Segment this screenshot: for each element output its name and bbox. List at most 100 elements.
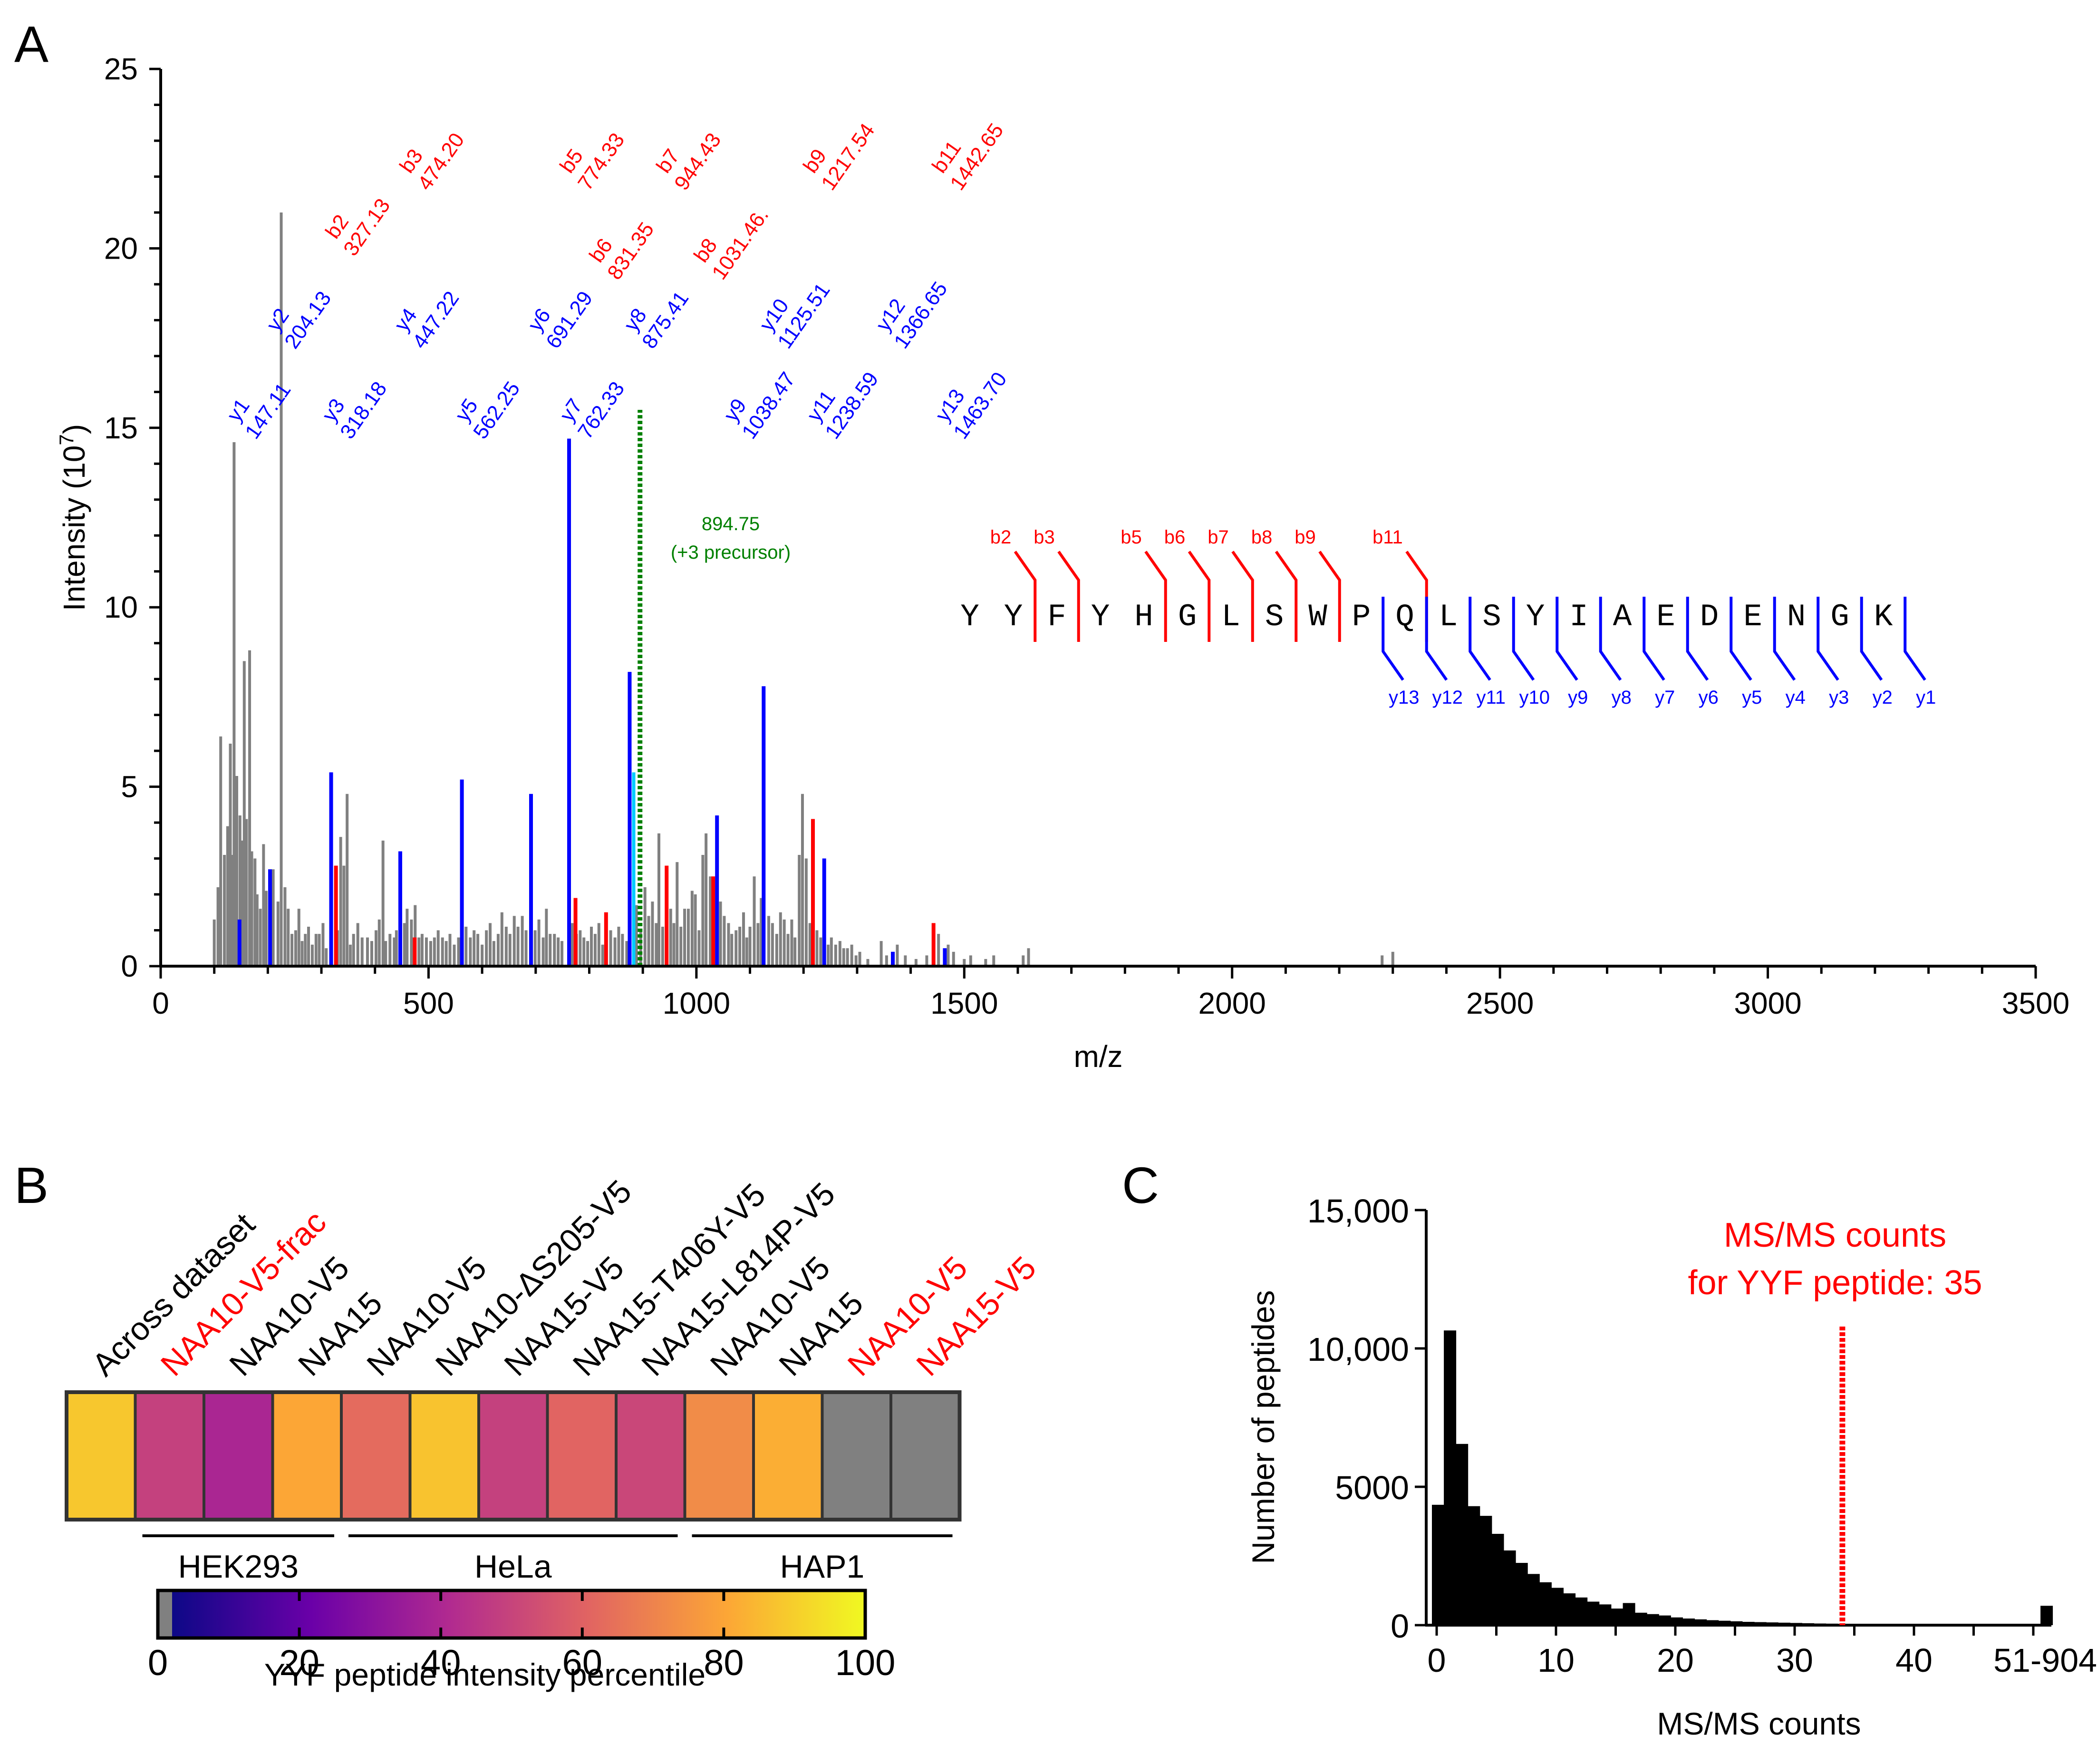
residue: E [1743, 599, 1762, 635]
x-tick-label: 51-904 [1993, 1642, 2097, 1679]
panel-label-c: C [1122, 1156, 1159, 1214]
residue: Y [1526, 599, 1545, 635]
b-fragment-label: b8 [1251, 527, 1273, 548]
group-name: HAP1 [780, 1549, 865, 1585]
residue: I [1569, 599, 1588, 635]
b-fragment-mark [1144, 551, 1167, 642]
residue: Y [1091, 599, 1110, 635]
b-fragment-label: b6 [1164, 527, 1186, 548]
y-fragment-mark [1730, 597, 1752, 681]
histogram-bar [1432, 1504, 1444, 1625]
heatmap-border [65, 1390, 962, 1522]
heatmap-cell [683, 1391, 755, 1521]
x-axis-label: m/z [1073, 1039, 1122, 1074]
heatmap-cell [821, 1391, 892, 1521]
y-fragment-mark [1425, 597, 1448, 681]
y-fragment-mark [1817, 597, 1839, 681]
x-tick-label: 0 [1428, 1642, 1446, 1679]
histogram-bar [1730, 1621, 1743, 1625]
x-axis-label: MS/MS counts [1657, 1706, 1861, 1741]
y-fragment-mark [1904, 597, 1926, 681]
precursor-charge: (+3 precursor) [671, 542, 791, 563]
histogram-bar [1682, 1619, 1695, 1625]
histogram-bar [1634, 1612, 1647, 1625]
histogram-bar [1575, 1597, 1588, 1625]
histogram-bar [1444, 1330, 1457, 1625]
x-tick-label: 3500 [2002, 986, 2069, 1020]
y-fragment-label: y13 [1389, 687, 1420, 708]
residue: Y [1004, 599, 1023, 635]
y-tick-label: 25 [104, 52, 138, 86]
y-fragment-label: y11 [1476, 687, 1506, 708]
y-fragment-mark [1382, 597, 1404, 681]
histogram-bar [1611, 1609, 1623, 1625]
residue: P [1352, 599, 1371, 635]
colorbar: 0 20 40 60 80 100 [148, 1589, 895, 1683]
heatmap-cell [408, 1391, 480, 1521]
b-fragment-label: b5 [1121, 527, 1142, 548]
y-fragment-mark [1686, 597, 1709, 681]
colorbar-gradient [172, 1590, 865, 1638]
x-tick-label: 0 [152, 986, 169, 1020]
x-tick-label: 500 [403, 986, 454, 1020]
histogram-bar [1623, 1603, 1635, 1625]
histogram-bar [1718, 1620, 1731, 1625]
heatmap-cell [203, 1391, 274, 1521]
y-tick-label: 5000 [1335, 1469, 1409, 1506]
heatmap-cell [477, 1391, 549, 1521]
y-fragment-label: y2 [1873, 687, 1893, 708]
b-fragment-label: b2 [990, 527, 1012, 548]
condition-labels: Across datasetNAA10-V5-fracNAA10-V5NAA15… [85, 1173, 1043, 1383]
x-tick-label: 2000 [1198, 986, 1266, 1020]
residue: F [1047, 599, 1066, 635]
histogram-bar [1539, 1582, 1552, 1625]
ion-mz: 1031.46. [707, 204, 773, 284]
colorbar-tick-label: 40 [421, 1643, 461, 1683]
residue: D [1700, 599, 1719, 635]
heatmap-cell [889, 1391, 961, 1521]
heatmap-cell [615, 1391, 686, 1521]
y-tick-label: 15,000 [1307, 1192, 1409, 1230]
panel-a-mass-spectrum: 0 5 10 15 20 25 0 500 1000 1500 2000 2500 3000 3500 m… [55, 52, 2069, 1074]
residue: Y [960, 599, 979, 635]
precursor-mz: 894.75 [702, 514, 760, 534]
colorbar-tick-label: 80 [704, 1643, 744, 1683]
residue: S [1265, 599, 1284, 635]
residue: L [1439, 599, 1458, 635]
y-fragment-label: y5 [1742, 687, 1762, 708]
b-fragment-mark [1188, 551, 1211, 642]
b-fragment-mark [1231, 551, 1254, 642]
residue: W [1308, 599, 1327, 635]
annotation-line-2: for YYF peptide: 35 [1688, 1264, 1982, 1302]
x-tick-label: 1500 [930, 986, 998, 1020]
y-axis-label: Number of peptides [1246, 1290, 1281, 1564]
b-fragment-mark [1057, 551, 1080, 642]
y-fragment-mark [1556, 597, 1578, 681]
y-fragment-label: y7 [1655, 687, 1675, 708]
residue: Q [1395, 599, 1414, 635]
panel-label-b: B [14, 1156, 48, 1214]
panel-c-histogram: 0 5000 10,000 15,000 0 10 20 30 40 51-904 MS/MS c… [1246, 1192, 2097, 1741]
b-fragment-label: b11 [1372, 527, 1403, 548]
heatmap-cells [65, 1390, 962, 1522]
y-fragment-label: y4 [1786, 687, 1806, 708]
heatmap-cell [271, 1391, 343, 1521]
colorbar-label: YYF peptide intensity percentile [264, 1657, 705, 1692]
precursor-label: 894.75 (+3 precursor) [671, 514, 791, 563]
x-tick-label: 40 [1895, 1642, 1933, 1679]
b-fragment-mark [1014, 551, 1037, 642]
x-tick-label: 30 [1776, 1642, 1813, 1679]
residue: N [1787, 599, 1806, 635]
